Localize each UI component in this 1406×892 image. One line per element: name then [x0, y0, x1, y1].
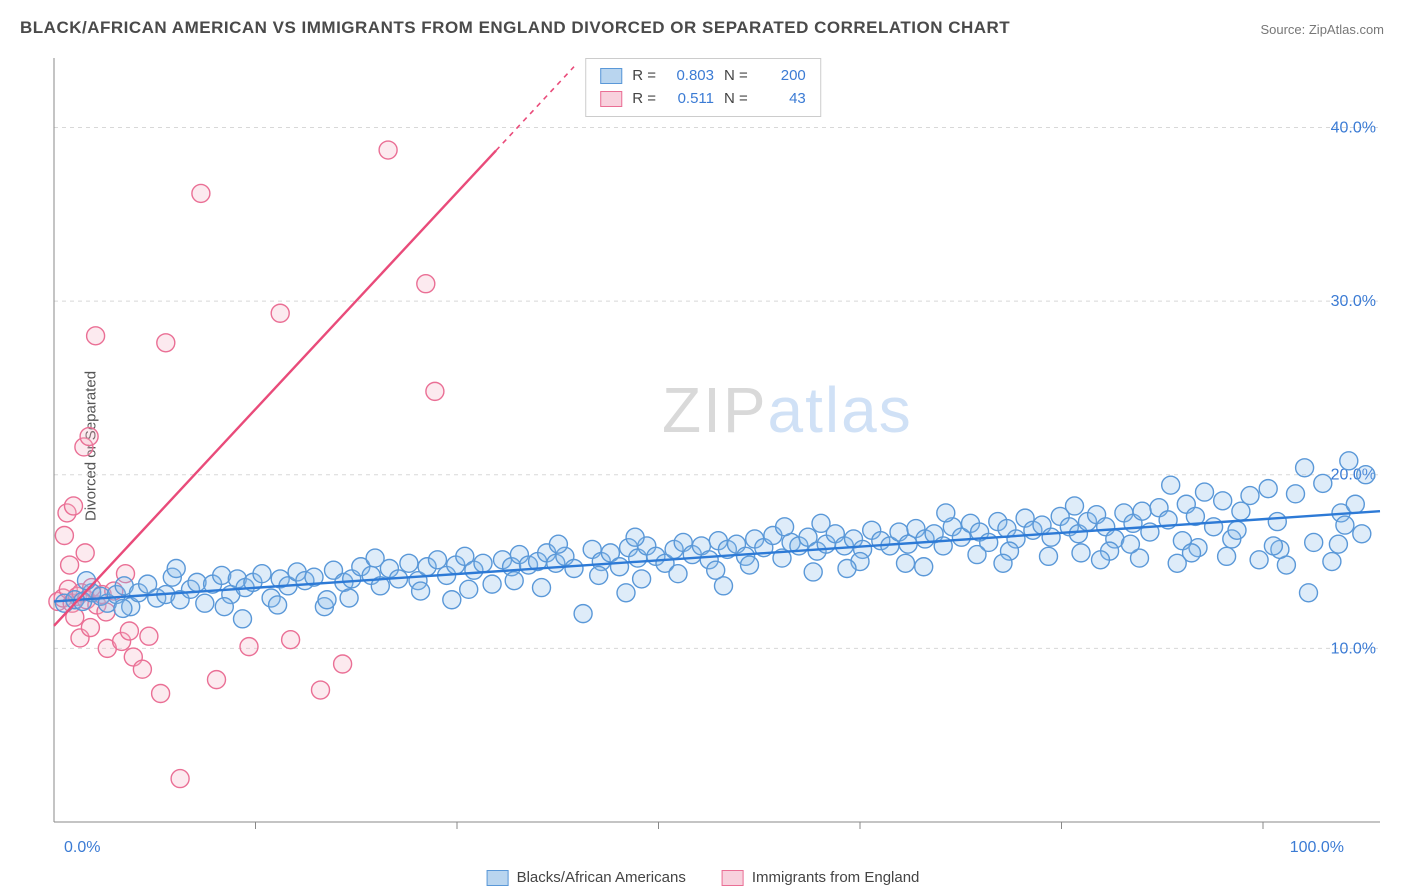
scatter-plot-svg: 10.0%20.0%30.0%40.0%0.0%100.0%: [48, 52, 1388, 864]
legend-swatch-blue: [487, 870, 509, 886]
source-label: Source: ZipAtlas.com: [1260, 22, 1384, 37]
legend-item: Blacks/African Americans: [487, 869, 686, 886]
svg-text:40.0%: 40.0%: [1331, 119, 1376, 136]
legend-swatch-blue: [600, 68, 622, 84]
series-legend: Blacks/African Americans Immigrants from…: [487, 869, 920, 886]
legend-row: R = 0.803 N = 200: [600, 65, 806, 88]
svg-text:0.0%: 0.0%: [64, 839, 100, 856]
correlation-legend: R = 0.803 N = 200 R = 0.511 N = 43: [585, 58, 821, 117]
legend-swatch-pink: [600, 91, 622, 107]
svg-text:30.0%: 30.0%: [1331, 293, 1376, 310]
svg-text:100.0%: 100.0%: [1290, 839, 1344, 856]
svg-text:10.0%: 10.0%: [1331, 640, 1376, 657]
chart-container: BLACK/AFRICAN AMERICAN VS IMMIGRANTS FRO…: [0, 0, 1406, 892]
legend-item: Immigrants from England: [722, 869, 920, 886]
legend-swatch-pink: [722, 870, 744, 886]
plot-area: 10.0%20.0%30.0%40.0%0.0%100.0%: [48, 52, 1388, 864]
chart-title: BLACK/AFRICAN AMERICAN VS IMMIGRANTS FRO…: [20, 18, 1010, 38]
legend-row: R = 0.511 N = 43: [600, 88, 806, 111]
